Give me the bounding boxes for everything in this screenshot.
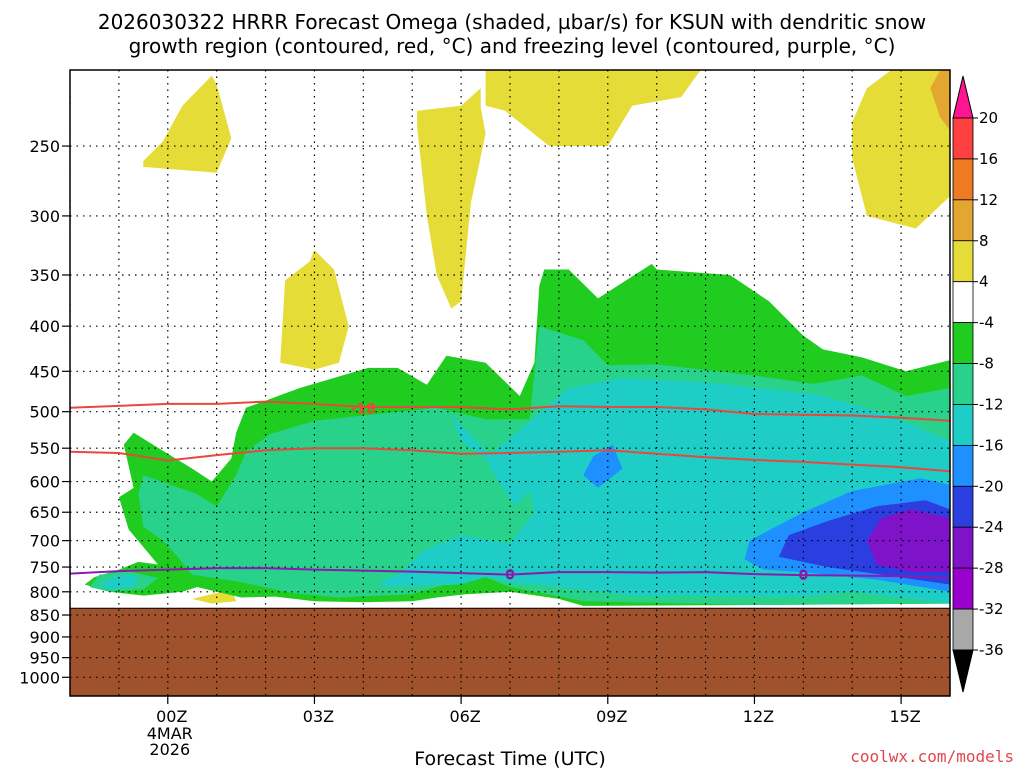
- x-axis-label: Forecast Time (UTC): [414, 748, 605, 768]
- y-tick-label-550: 550: [29, 439, 60, 458]
- colorbar-label-5: -4: [979, 314, 994, 332]
- plot-frame: [69, 69, 951, 697]
- y-tick-label-250: 250: [29, 137, 60, 156]
- colorbar-segment-4: [952, 281, 974, 324]
- credit-text: coolwx.com/models: [850, 747, 1014, 766]
- colorbar-segment-3: [952, 240, 974, 283]
- chart-title: 2026030322 HRRR Forecast Omega (shaded, …: [98, 10, 926, 58]
- colorbar-segment-12: [952, 608, 974, 651]
- ground-layer: [70, 607, 950, 696]
- y-tick-label-950: 950: [29, 649, 60, 668]
- omega-region-2: [417, 88, 486, 309]
- plot-area: -18 0 0: [70, 70, 950, 696]
- omega-region-12: [583, 444, 623, 488]
- omega-region-5: [930, 70, 950, 131]
- colorbar-label-13: -36: [979, 641, 1004, 659]
- chart-title-line-2: growth region (contoured, red, °C) and f…: [129, 34, 896, 58]
- y-tick-label-750: 750: [29, 558, 60, 577]
- x-tick-label-03Z: 03Z: [303, 707, 334, 726]
- omega-region-1: [280, 250, 349, 370]
- x-tick-label-15Z: 15Z: [889, 707, 920, 726]
- y-tick-label-700: 700: [29, 532, 60, 551]
- colorbar-label-0: 20: [979, 109, 998, 127]
- colorbar-segment-1: [952, 158, 974, 201]
- y-tick-label-300: 300: [29, 207, 60, 226]
- x-tick-label-00Z: 00Z: [156, 707, 187, 726]
- x-tick-sublabel-1: 2026: [149, 740, 190, 759]
- x-tick-sublabel-0: 4MAR: [147, 724, 193, 743]
- omega-region-0: [143, 75, 232, 173]
- y-tick-label-800: 800: [29, 583, 60, 602]
- contour-line-0: [70, 400, 950, 422]
- omega-region-11: [99, 574, 139, 590]
- y-tick-label-400: 400: [29, 317, 60, 336]
- y-tick-label-450: 450: [29, 362, 60, 381]
- y-tick-label-650: 650: [29, 503, 60, 522]
- colorbar-segment-11: [952, 567, 974, 610]
- colorbar-segment-0: [952, 117, 974, 160]
- y-axis: 250 300 350 400 450 500 550 600 650 700 750 800 850 9…: [19, 137, 70, 687]
- colorbar-label-7: -12: [979, 395, 1004, 413]
- y-tick-label-350: 350: [29, 266, 60, 285]
- ground-fill: [70, 608, 950, 696]
- colorbar-bottom-arrow: [952, 649, 974, 693]
- colorbar-label-2: 12: [979, 191, 998, 209]
- colorbar-label-11: -28: [979, 559, 1004, 577]
- colorbar-segment-5: [952, 322, 974, 364]
- colorbar-top-arrow: [952, 75, 974, 119]
- colorbar-label-10: -24: [979, 518, 1004, 536]
- colorbar-label-9: -20: [979, 477, 1004, 495]
- colorbar-segment-7: [952, 404, 974, 446]
- omega-region-15: [866, 509, 950, 573]
- contour-label-2: 0: [505, 568, 515, 584]
- colorbar-label-12: -32: [979, 600, 1004, 618]
- contour-line-2: [70, 567, 950, 580]
- colorbar-segment-9: [952, 485, 974, 528]
- omega-shaded-regions: [84, 70, 950, 606]
- x-tick-label-06Z: 06Z: [449, 707, 480, 726]
- colorbar-label-4: 4: [979, 273, 989, 291]
- colorbar-label-1: 16: [979, 150, 998, 168]
- y-tick-label-850: 850: [29, 606, 60, 625]
- colorbar-segment-8: [952, 444, 974, 487]
- x-tick-label-09Z: 09Z: [596, 707, 627, 726]
- x-tick-label-12Z: 12Z: [743, 707, 774, 726]
- colorbar-segment-6: [952, 363, 974, 405]
- contour-line-1: [70, 447, 950, 473]
- contour-extra-label-0: 0: [798, 568, 808, 584]
- y-tick-label-900: 900: [29, 628, 60, 647]
- colorbar-label-3: 8: [979, 232, 989, 250]
- colorbar-label-6: -8: [979, 355, 994, 373]
- y-tick-label-1000: 1000: [19, 668, 60, 687]
- colorbar-segment-2: [952, 199, 974, 242]
- colorbar-segment-10: [952, 526, 974, 569]
- grid-lines: [70, 70, 950, 696]
- temperature-contours: -18 0 0: [70, 400, 950, 584]
- y-tick-label-500: 500: [29, 403, 60, 422]
- contour-label-0: -18: [351, 402, 376, 418]
- chart-title-line-1: 2026030322 HRRR Forecast Omega (shaded, …: [98, 10, 926, 34]
- omega-region-3: [485, 70, 701, 146]
- colorbar-label-8: -16: [979, 436, 1004, 454]
- colorbar: 20 16 12 8 4 -4 -8 -12 -16 -20 -24 -28 -32 -36: [952, 75, 1004, 693]
- y-tick-label-600: 600: [29, 473, 60, 492]
